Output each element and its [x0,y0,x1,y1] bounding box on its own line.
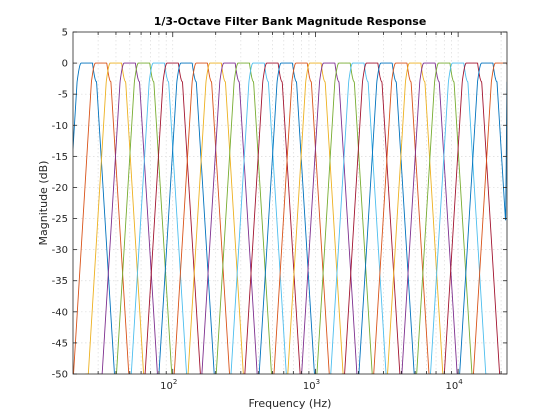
filter-band-line [384,62,446,374]
filter-band-line [370,62,432,374]
filter-band-line [427,62,489,374]
y-tick-label: -45 [52,338,68,349]
filter-band-line [142,62,204,374]
filter-band-line [85,62,147,374]
filter-band-line [314,62,376,374]
y-tick-label: 0 [62,59,68,70]
y-tick-label: -40 [52,307,68,318]
plot-area-frame [72,31,508,375]
filter-band-line [199,62,261,374]
filter-band-line [327,62,389,374]
filter-band-line [241,62,303,374]
filter-band-line [256,62,318,374]
grid [73,32,507,374]
y-tick-label: -15 [52,152,68,163]
y-tick-label: 5 [62,28,68,39]
x-tick-label: 104 [446,378,464,392]
filter-band-line [399,62,460,374]
filter-band-line [213,62,275,374]
x-axis-label: Frequency (Hz) [249,397,332,410]
filter-band-line [73,62,132,374]
filter-band-line [99,62,161,374]
filter-band-line [298,62,360,374]
y-tick-label: -20 [52,183,68,194]
filter-band-line [228,62,290,374]
x-tick-label: 102 [160,378,177,392]
filter-band-line [284,62,346,374]
filter-band-line [441,62,503,374]
y-tick-label: -50 [52,370,68,381]
filter-band-line [73,62,118,374]
filter-band-line [156,62,218,374]
filter-responses [73,62,507,374]
filter-band-line [456,62,507,374]
filter-band-line [271,62,333,374]
filter-band-line [128,62,190,374]
filter-band-line [171,62,233,374]
axis-ticks: 5 0 -5 -10 -15 -20 -25 -30 -35 -40 -45 -50 102 103 104 [52,28,507,392]
y-tick-label: -10 [52,121,68,132]
filter-band-line [185,62,247,374]
chart-title: 1/3-Octave Filter Bank Magnitude Respons… [154,15,427,28]
filter-band-line [413,62,475,374]
filter-band-line [113,62,175,374]
x-tick-label: 103 [303,378,320,392]
filter-band-line [356,62,418,374]
y-tick-label: -35 [52,276,68,287]
y-tick-label: -5 [58,90,68,101]
filter-band-line [341,62,403,374]
filter-band-line [470,62,507,374]
y-tick-label: -30 [52,245,68,256]
y-axis-label: Magnitude (dB) [37,161,50,246]
y-tick-label: -25 [52,214,68,225]
